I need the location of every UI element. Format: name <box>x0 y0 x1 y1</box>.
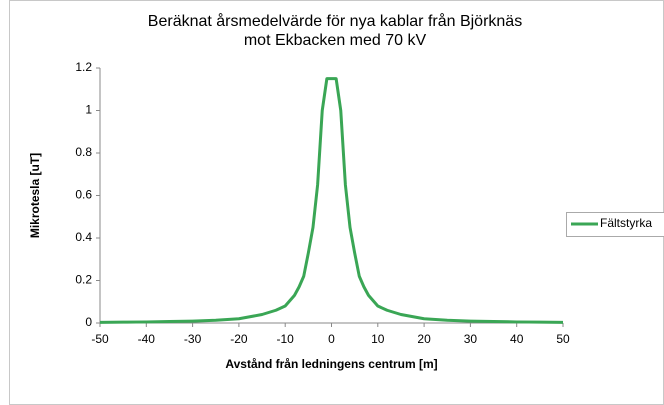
x-tick-label: 50 <box>556 332 570 346</box>
x-tick-label: -20 <box>230 332 248 346</box>
y-tick-label: 0.2 <box>75 273 92 287</box>
x-tick-label: -40 <box>138 332 156 346</box>
x-tick-label: 40 <box>510 332 524 346</box>
y-tick-label: 1 <box>85 103 92 117</box>
x-tick-label: 20 <box>417 332 431 346</box>
x-tick-label: 0 <box>328 332 335 346</box>
y-tick-label: 0.8 <box>75 145 92 159</box>
y-tick-label: 0.6 <box>75 188 92 202</box>
x-tick-label: 30 <box>464 332 478 346</box>
y-tick-label: 1.2 <box>75 60 92 74</box>
legend-label: Fältstyrka <box>600 216 652 230</box>
y-tick-label: 0.4 <box>75 230 92 244</box>
x-axis-label: Avstånd från ledningens centrum [m] <box>225 357 437 371</box>
x-tick-label: -10 <box>277 332 295 346</box>
chart-title: Beräknat årsmedelvärde för nya kablar fr… <box>147 13 523 49</box>
y-axis-label: Mikrotesla [uT] <box>28 153 42 238</box>
line-series <box>99 77 564 324</box>
x-tick-label: -50 <box>91 332 109 346</box>
x-tick-label: -30 <box>184 332 202 346</box>
y-tick-label: 0 <box>85 315 92 329</box>
x-tick-label: 10 <box>371 332 385 346</box>
